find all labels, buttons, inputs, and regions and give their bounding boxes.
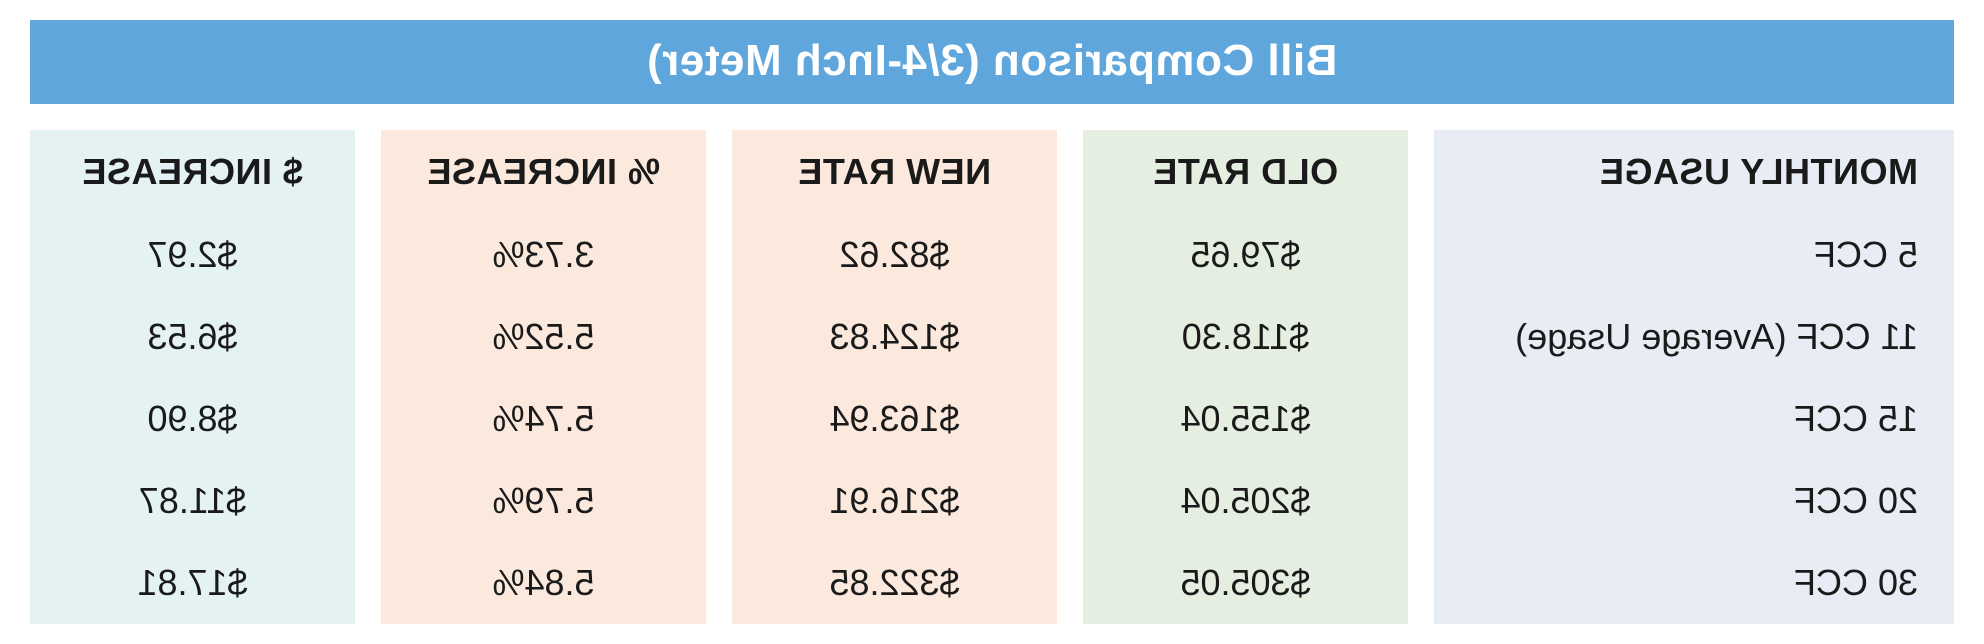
cell-percent-increase: 5.74% [381,378,706,460]
header-new-rate: NEW RATE [732,130,1057,214]
column-percent-increase: % INCREASE 3.73% 5.52% 5.74% 5.79% 5.84% [381,130,706,624]
cell-new-rate: $163.94 [732,378,1057,460]
cell-new-rate: $124.83 [732,296,1057,378]
cell-percent-increase: 5.84% [381,542,706,624]
column-new-rate: NEW RATE $82.62 $124.83 $163.94 $216.91 … [732,130,1057,624]
column-monthly-usage: MONTHLY USAGE 5 CCF 11 CCF (Average Usag… [1434,130,1954,624]
cell-percent-increase: 3.73% [381,214,706,296]
cell-old-rate: $205.04 [1083,460,1408,542]
cell-dollar-increase: $6.53 [30,296,355,378]
header-percent-increase: % INCREASE [381,130,706,214]
cell-usage: 15 CCF [1434,378,1954,460]
cell-dollar-increase: $11.87 [30,460,355,542]
cell-new-rate: $216.91 [732,460,1057,542]
cell-percent-increase: 5.52% [381,296,706,378]
cell-new-rate: $322.85 [732,542,1057,624]
header-old-rate: OLD RATE [1083,130,1408,214]
cell-old-rate: $155.04 [1083,378,1408,460]
cell-dollar-increase: $2.97 [30,214,355,296]
header-dollar-increase: $ INCREASE [30,130,355,214]
cell-old-rate: $305.05 [1083,542,1408,624]
table-title: Bill Comparison (3/4-Inch Meter) [30,20,1954,104]
cell-new-rate: $82.62 [732,214,1057,296]
cell-dollar-increase: $8.90 [30,378,355,460]
cell-dollar-increase: $17.81 [30,542,355,624]
comparison-table: MONTHLY USAGE 5 CCF 11 CCF (Average Usag… [30,130,1954,624]
cell-old-rate: $118.30 [1083,296,1408,378]
column-dollar-increase: $ INCREASE $2.97 $6.53 $8.90 $11.87 $17.… [30,130,355,624]
header-monthly-usage: MONTHLY USAGE [1434,130,1954,214]
column-old-rate: OLD RATE $79.65 $118.30 $155.04 $205.04 … [1083,130,1408,624]
cell-usage: 30 CCF [1434,542,1954,624]
cell-percent-increase: 5.79% [381,460,706,542]
cell-usage: 5 CCF [1434,214,1954,296]
cell-old-rate: $79.65 [1083,214,1408,296]
cell-usage: 11 CCF (Average Usage) [1434,296,1954,378]
cell-usage: 20 CCF [1434,460,1954,542]
